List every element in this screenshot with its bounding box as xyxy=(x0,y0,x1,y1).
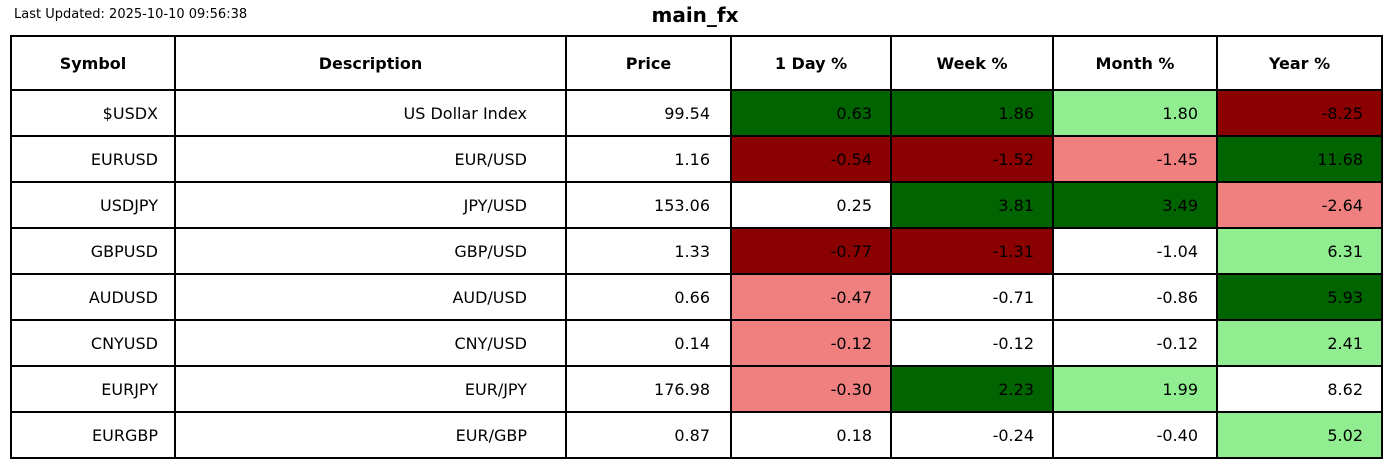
symbol-cell: CNYUSD xyxy=(10,319,176,367)
symbol-cell: USDJPY xyxy=(10,181,176,229)
week-pct-cell: -1.52 xyxy=(890,135,1054,183)
week-pct-cell: 3.81 xyxy=(890,181,1054,229)
day-pct-cell: 0.25 xyxy=(730,181,892,229)
price-cell: 1.16 xyxy=(565,135,732,183)
month-pct-cell: -0.40 xyxy=(1052,411,1218,459)
symbol-cell: AUDUSD xyxy=(10,273,176,321)
month-pct-cell: -0.86 xyxy=(1052,273,1218,321)
year-pct-cell: -2.64 xyxy=(1216,181,1383,229)
table-row-audusd: AUDUSD AUD/USD 0.66 -0.47 -0.71 -0.86 5.… xyxy=(10,273,1383,321)
month-pct-cell: -1.45 xyxy=(1052,135,1218,183)
year-pct-cell: 5.02 xyxy=(1216,411,1383,459)
page-title: main_fx xyxy=(651,3,739,27)
price-cell: 0.66 xyxy=(565,273,732,321)
description-cell: CNY/USD xyxy=(174,319,567,367)
table-row-eurjpy: EURJPY EUR/JPY 176.98 -0.30 2.23 1.99 8.… xyxy=(10,365,1383,413)
day-pct-cell: -0.47 xyxy=(730,273,892,321)
week-pct-cell: -0.71 xyxy=(890,273,1054,321)
column-header-1day: 1 Day % xyxy=(730,35,892,91)
year-pct-cell: 11.68 xyxy=(1216,135,1383,183)
week-pct-cell: -0.12 xyxy=(890,319,1054,367)
symbol-cell: EURJPY xyxy=(10,365,176,413)
column-header-description: Description xyxy=(174,35,567,91)
price-cell: 153.06 xyxy=(565,181,732,229)
column-header-price: Price xyxy=(565,35,732,91)
column-header-year: Year % xyxy=(1216,35,1383,91)
week-pct-cell: 2.23 xyxy=(890,365,1054,413)
year-pct-cell: 6.31 xyxy=(1216,227,1383,275)
symbol-cell: $USDX xyxy=(10,89,176,137)
price-cell: 176.98 xyxy=(565,365,732,413)
day-pct-cell: 0.63 xyxy=(730,89,892,137)
table-row-eurgbp: EURGBP EUR/GBP 0.87 0.18 -0.24 -0.40 5.0… xyxy=(10,411,1383,459)
price-cell: 0.87 xyxy=(565,411,732,459)
table-row-eurusd: EURUSD EUR/USD 1.16 -0.54 -1.52 -1.45 11… xyxy=(10,135,1383,183)
month-pct-cell: 3.49 xyxy=(1052,181,1218,229)
table-row-usdx: $USDX US Dollar Index 99.54 0.63 1.86 1.… xyxy=(10,89,1383,137)
table-row-cnyusd: CNYUSD CNY/USD 0.14 -0.12 -0.12 -0.12 2.… xyxy=(10,319,1383,367)
column-header-symbol: Symbol xyxy=(10,35,176,91)
month-pct-cell: 1.99 xyxy=(1052,365,1218,413)
table-header-row: Symbol Description Price 1 Day % Week % … xyxy=(10,35,1383,91)
month-pct-cell: -0.12 xyxy=(1052,319,1218,367)
day-pct-cell: -0.12 xyxy=(730,319,892,367)
price-cell: 1.33 xyxy=(565,227,732,275)
description-cell: EUR/GBP xyxy=(174,411,567,459)
description-cell: EUR/USD xyxy=(174,135,567,183)
day-pct-cell: 0.18 xyxy=(730,411,892,459)
price-cell: 99.54 xyxy=(565,89,732,137)
day-pct-cell: -0.54 xyxy=(730,135,892,183)
description-cell: AUD/USD xyxy=(174,273,567,321)
year-pct-cell: 8.62 xyxy=(1216,365,1383,413)
year-pct-cell: 5.93 xyxy=(1216,273,1383,321)
table-row-usdjpy: USDJPY JPY/USD 153.06 0.25 3.81 3.49 -2.… xyxy=(10,181,1383,229)
description-cell: EUR/JPY xyxy=(174,365,567,413)
day-pct-cell: -0.77 xyxy=(730,227,892,275)
symbol-cell: EURGBP xyxy=(10,411,176,459)
table-row-gbpusd: GBPUSD GBP/USD 1.33 -0.77 -1.31 -1.04 6.… xyxy=(10,227,1383,275)
description-cell: US Dollar Index xyxy=(174,89,567,137)
price-cell: 0.14 xyxy=(565,319,732,367)
last-updated-text: Last Updated: 2025-10-10 09:56:38 xyxy=(14,7,248,22)
symbol-cell: GBPUSD xyxy=(10,227,176,275)
year-pct-cell: 2.41 xyxy=(1216,319,1383,367)
description-cell: JPY/USD xyxy=(174,181,567,229)
symbol-cell: EURUSD xyxy=(10,135,176,183)
week-pct-cell: -0.24 xyxy=(890,411,1054,459)
column-header-month: Month % xyxy=(1052,35,1218,91)
week-pct-cell: 1.86 xyxy=(890,89,1054,137)
month-pct-cell: 1.80 xyxy=(1052,89,1218,137)
fx-table: Symbol Description Price 1 Day % Week % … xyxy=(10,35,1383,459)
year-pct-cell: -8.25 xyxy=(1216,89,1383,137)
day-pct-cell: -0.30 xyxy=(730,365,892,413)
column-header-week: Week % xyxy=(890,35,1054,91)
week-pct-cell: -1.31 xyxy=(890,227,1054,275)
description-cell: GBP/USD xyxy=(174,227,567,275)
month-pct-cell: -1.04 xyxy=(1052,227,1218,275)
